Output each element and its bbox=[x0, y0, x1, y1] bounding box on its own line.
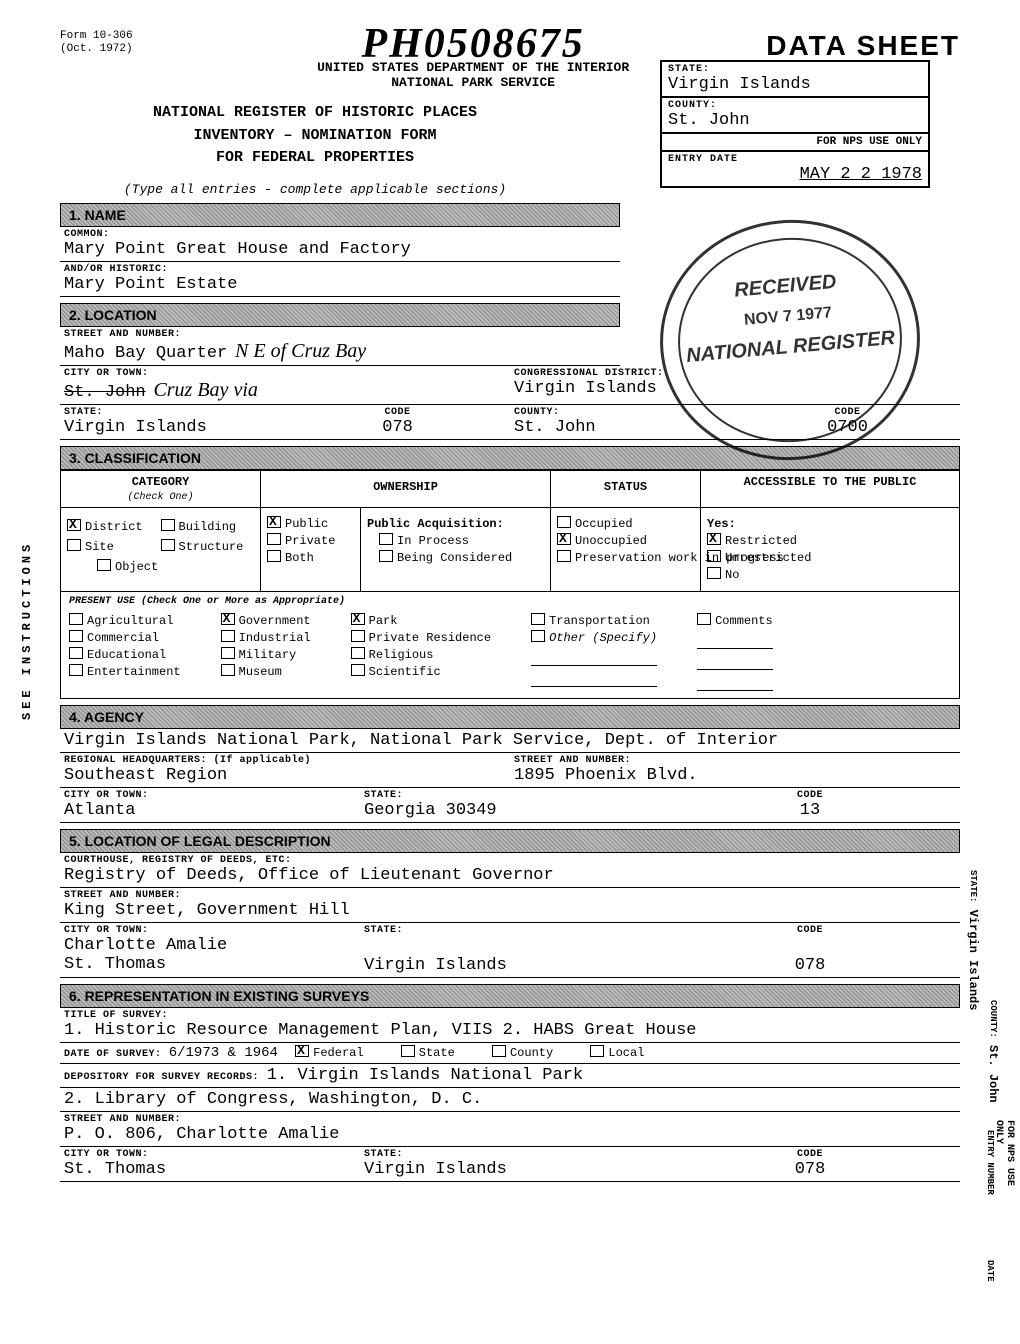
cb-military[interactable] bbox=[221, 647, 235, 659]
survey-depo1: 1. Virgin Islands National Park bbox=[267, 1066, 583, 1085]
legal-city2: St. Thomas bbox=[64, 955, 356, 974]
common-name: Mary Point Great House and Factory bbox=[64, 240, 616, 259]
legal-state: Virgin Islands bbox=[364, 956, 656, 975]
form-number: Form 10-306 (Oct. 1972) bbox=[60, 30, 180, 56]
cb-educational[interactable] bbox=[69, 647, 83, 659]
cb-commercial[interactable] bbox=[69, 630, 83, 642]
cb-building[interactable] bbox=[161, 519, 175, 531]
legal-city: Charlotte Amalie bbox=[64, 936, 356, 955]
cb-comments[interactable] bbox=[697, 613, 711, 625]
agency-code: 13 bbox=[664, 801, 956, 820]
agency-street: 1895 Phoenix Blvd. bbox=[514, 766, 956, 785]
cb-county[interactable] bbox=[492, 1045, 506, 1057]
survey-title: 1. Historic Resource Management Plan, VI… bbox=[64, 1021, 956, 1040]
survey-depo2: 2. Library of Congress, Washington, D. C… bbox=[64, 1090, 956, 1109]
legal-street: King Street, Government Hill bbox=[64, 901, 956, 920]
cb-federal[interactable] bbox=[295, 1045, 309, 1057]
main-titles: NATIONAL REGISTER OF HISTORIC PLACES INV… bbox=[60, 102, 570, 170]
cb-museum[interactable] bbox=[221, 664, 235, 676]
cb-local[interactable] bbox=[590, 1045, 604, 1057]
vside-county-label: COUNTY: St. John bbox=[986, 1000, 1000, 1103]
loc-street-hand: N E of Cruz Bay bbox=[235, 340, 366, 362]
survey-street: P. O. 806, Charlotte Amalie bbox=[64, 1125, 956, 1144]
cb-object[interactable] bbox=[97, 559, 111, 571]
data-sheet-title: DATA SHEET bbox=[766, 30, 960, 62]
cb-industrial[interactable] bbox=[221, 630, 235, 642]
vside-nps: FOR NPS USE ONLY bbox=[993, 1120, 1015, 1212]
cb-private[interactable] bbox=[267, 533, 281, 545]
cb-unoccupied[interactable] bbox=[557, 533, 571, 545]
legal-court: Registry of Deeds, Office of Lieutenant … bbox=[64, 866, 956, 885]
agency-state: Georgia 30349 bbox=[364, 801, 656, 820]
cb-inprocess[interactable] bbox=[379, 533, 393, 545]
type-note: (Type all entries - complete applicable … bbox=[60, 182, 570, 197]
legal-code: 078 bbox=[664, 956, 956, 975]
loc-street: Maho Bay Quarter bbox=[64, 344, 227, 363]
cb-government[interactable] bbox=[221, 613, 235, 625]
cb-structure[interactable] bbox=[161, 539, 175, 551]
instructions-vtext: SEE INSTRUCTIONS bbox=[20, 541, 34, 720]
cb-restricted[interactable] bbox=[707, 533, 721, 545]
vside-date: DATE bbox=[985, 1260, 995, 1282]
cb-both[interactable] bbox=[267, 550, 281, 562]
cb-unrestricted[interactable] bbox=[707, 550, 721, 562]
section-2-header: 2. LOCATION bbox=[60, 303, 620, 327]
present-use-grid: Agricultural Commercial Educational Ente… bbox=[69, 611, 951, 694]
state-county-box: STATE: Virgin Islands COUNTY: St. John F… bbox=[660, 60, 930, 188]
agency-main: Virgin Islands National Park, National P… bbox=[64, 731, 956, 750]
cb-site[interactable] bbox=[67, 539, 81, 551]
vside-state-label: STATE: Virgin Islands bbox=[966, 870, 980, 1010]
cb-considered[interactable] bbox=[379, 550, 393, 562]
section-1-header: 1. NAME bbox=[60, 203, 620, 227]
cb-other[interactable] bbox=[531, 630, 545, 642]
cb-scientific[interactable] bbox=[351, 664, 365, 676]
cb-private-residence[interactable] bbox=[351, 630, 365, 642]
loc-state-code: 078 bbox=[289, 418, 506, 437]
cb-state[interactable] bbox=[401, 1045, 415, 1057]
loc-city: St. John bbox=[64, 383, 146, 402]
cb-park[interactable] bbox=[351, 613, 365, 625]
survey-code: 078 bbox=[664, 1160, 956, 1179]
cb-religious[interactable] bbox=[351, 647, 365, 659]
agency-city: Atlanta bbox=[64, 801, 356, 820]
survey-state: Virgin Islands bbox=[364, 1160, 656, 1179]
section-4-header: 4. AGENCY bbox=[60, 705, 960, 729]
cb-no[interactable] bbox=[707, 567, 721, 579]
cb-entertainment[interactable] bbox=[69, 664, 83, 676]
section-5-header: 5. LOCATION OF LEGAL DESCRIPTION bbox=[60, 829, 960, 853]
cb-preservation[interactable] bbox=[557, 550, 571, 562]
cb-district[interactable] bbox=[67, 519, 81, 531]
cb-public[interactable] bbox=[267, 516, 281, 528]
loc-state: Virgin Islands bbox=[64, 418, 281, 437]
cb-transportation[interactable] bbox=[531, 613, 545, 625]
loc-city-hand: Cruz Bay via bbox=[153, 379, 257, 401]
agency-region: Southeast Region bbox=[64, 766, 506, 785]
cb-agricultural[interactable] bbox=[69, 613, 83, 625]
survey-date: 6/1973 & 1964 bbox=[169, 1045, 278, 1061]
section-6-header: 6. REPRESENTATION IN EXISTING SURVEYS bbox=[60, 984, 960, 1008]
cb-occupied[interactable] bbox=[557, 516, 571, 528]
vside-entry: ENTRY NUMBER bbox=[985, 1130, 995, 1195]
historic-name: Mary Point Estate bbox=[64, 275, 616, 294]
survey-city: St. Thomas bbox=[64, 1160, 356, 1179]
